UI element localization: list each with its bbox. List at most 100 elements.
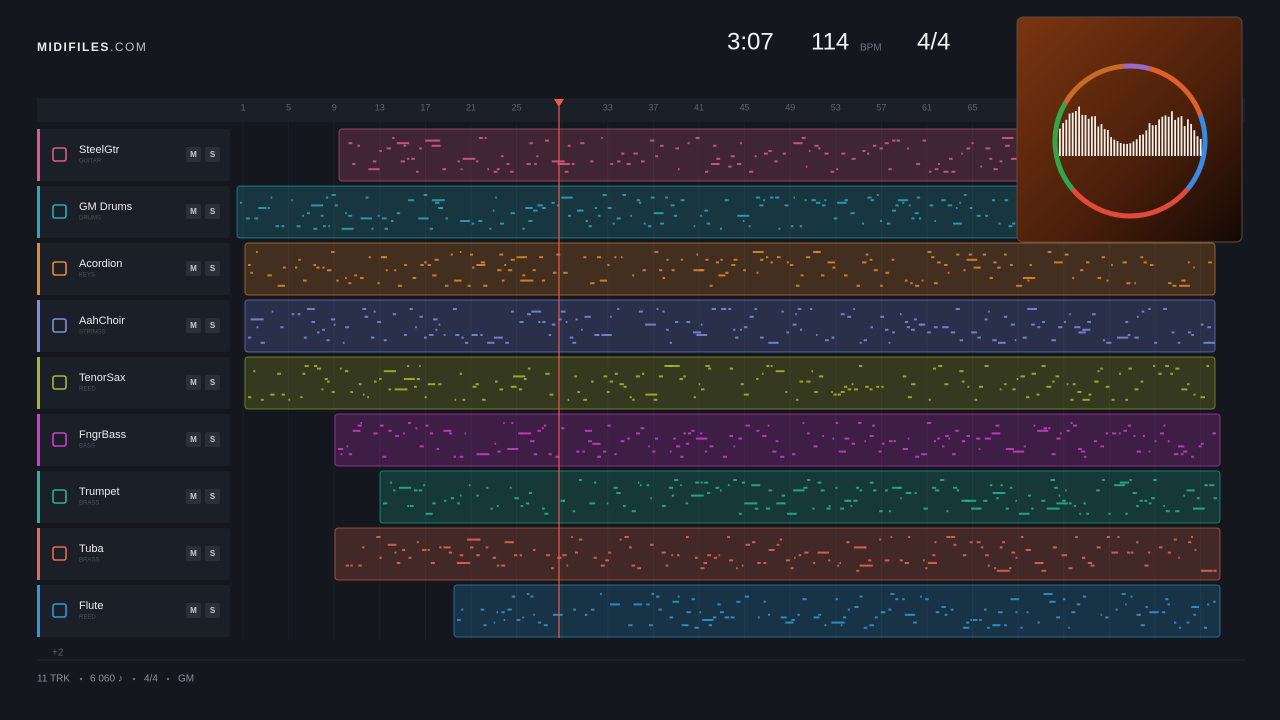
note (835, 598, 839, 601)
more-tracks[interactable]: +2 (52, 648, 64, 659)
note (790, 225, 794, 228)
clip[interactable] (334, 527, 1221, 581)
note (1022, 336, 1027, 339)
track-row: FngrBass BASS M S (37, 413, 1221, 467)
solo-button[interactable] (205, 204, 220, 219)
note (908, 204, 911, 207)
clip[interactable] (453, 584, 1221, 638)
note (496, 168, 500, 171)
note (933, 326, 938, 329)
note (941, 606, 946, 608)
note (358, 383, 362, 386)
note (976, 214, 981, 217)
note (527, 367, 531, 370)
note (791, 453, 796, 456)
note (346, 445, 349, 448)
note (534, 163, 537, 165)
clip[interactable] (244, 299, 1216, 353)
mute-label[interactable]: M (190, 264, 197, 273)
track-header[interactable] (37, 585, 230, 637)
mute-button[interactable] (186, 489, 201, 504)
note (571, 536, 573, 538)
solo-label[interactable]: S (210, 321, 216, 330)
mute-label[interactable]: M (190, 549, 197, 558)
mute-label[interactable]: M (190, 207, 197, 216)
playhead-handle[interactable] (554, 99, 564, 107)
mute-button[interactable] (186, 261, 201, 276)
solo-label[interactable]: S (210, 606, 216, 615)
mute-label[interactable]: M (190, 150, 197, 159)
note (816, 334, 818, 336)
mute-button[interactable] (186, 546, 201, 561)
note (888, 608, 892, 611)
solo-button[interactable] (205, 432, 220, 447)
note (897, 199, 909, 202)
note (851, 442, 856, 445)
mute-label[interactable]: M (190, 378, 197, 387)
solo-label[interactable]: S (210, 207, 216, 216)
note (1207, 326, 1211, 329)
mute-button[interactable] (186, 318, 201, 333)
note (947, 204, 953, 207)
note (1090, 564, 1095, 567)
mute-label[interactable]: M (190, 435, 197, 444)
mute-label[interactable]: M (190, 321, 197, 330)
mute-button[interactable] (186, 432, 201, 447)
note (902, 448, 908, 450)
track-header[interactable] (37, 528, 230, 580)
note (780, 616, 787, 619)
note (580, 328, 583, 331)
note (662, 277, 666, 279)
note (781, 370, 785, 373)
track-header[interactable] (37, 186, 230, 238)
note (1187, 383, 1190, 386)
solo-button[interactable] (205, 603, 220, 618)
solo-label[interactable]: S (210, 150, 216, 159)
solo-label[interactable]: S (210, 435, 216, 444)
solo-label[interactable]: S (210, 492, 216, 501)
track-header[interactable] (37, 471, 230, 523)
note (500, 222, 505, 225)
clip[interactable] (244, 242, 1216, 296)
track-family: BRASS (79, 501, 99, 507)
clip[interactable] (379, 470, 1221, 524)
solo-button[interactable] (205, 546, 220, 561)
solo-button[interactable] (205, 375, 220, 390)
note (1020, 536, 1024, 538)
note (1043, 593, 1053, 595)
mute-button[interactable] (186, 204, 201, 219)
mute-label[interactable]: M (190, 492, 197, 501)
solo-label[interactable]: S (210, 549, 216, 558)
note (839, 562, 842, 564)
note (454, 398, 457, 401)
mute-label[interactable]: M (190, 606, 197, 615)
solo-button[interactable] (205, 261, 220, 276)
track-header[interactable] (37, 414, 230, 466)
track-header[interactable] (37, 129, 230, 181)
note (541, 427, 544, 430)
note (817, 481, 822, 484)
note (1181, 279, 1186, 282)
time-signature: 4/4 (917, 28, 950, 55)
mute-button[interactable] (186, 603, 201, 618)
track-header[interactable] (37, 243, 230, 295)
note (681, 624, 689, 627)
solo-button[interactable] (205, 147, 220, 162)
note (1051, 453, 1056, 456)
solo-button[interactable] (205, 489, 220, 504)
track-header[interactable] (37, 300, 230, 352)
clip[interactable] (244, 356, 1216, 410)
note (468, 484, 471, 487)
clip[interactable] (334, 413, 1221, 467)
mute-button[interactable] (186, 147, 201, 162)
note (1056, 502, 1068, 505)
note (594, 481, 597, 484)
solo-label[interactable]: S (210, 264, 216, 273)
mute-button[interactable] (186, 375, 201, 390)
solo-button[interactable] (205, 318, 220, 333)
solo-label[interactable]: S (210, 378, 216, 387)
note (902, 201, 905, 204)
note (770, 365, 773, 367)
track-header[interactable] (37, 357, 230, 409)
waveform-bar (1164, 115, 1167, 156)
